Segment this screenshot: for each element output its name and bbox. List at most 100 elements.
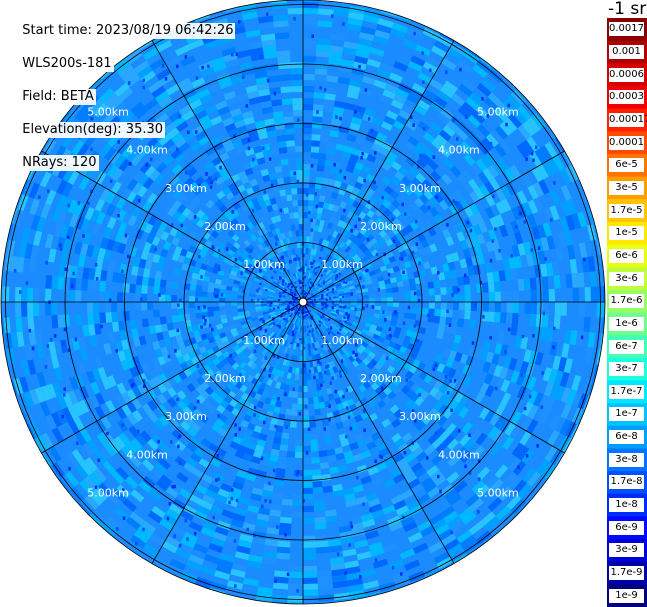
sweep-cell <box>575 330 584 347</box>
sweep-cell <box>142 380 153 392</box>
sweep-cell <box>261 452 271 461</box>
sweep-cell <box>74 464 89 480</box>
sweep-cell <box>106 216 117 229</box>
sweep-gate <box>269 304 272 307</box>
sweep-cell <box>312 360 317 368</box>
sweep-gate <box>385 356 389 361</box>
sweep-cell <box>105 400 116 413</box>
sweep-cell <box>144 165 156 178</box>
sweep-cell <box>270 147 280 156</box>
sweep-cell <box>237 444 248 454</box>
sweep-cell <box>106 271 114 282</box>
sweep-cell <box>45 302 52 316</box>
sweep-cell <box>515 372 526 386</box>
sweep-cell <box>470 428 483 442</box>
sweep-cell <box>303 397 309 404</box>
sweep-cell <box>360 317 367 323</box>
sweep-gate <box>203 305 206 309</box>
sweep-gate <box>306 325 309 328</box>
sweep-gate <box>358 64 361 69</box>
sweep-cell <box>312 348 317 355</box>
sweep-cell <box>153 278 161 287</box>
sweep-cell <box>312 390 319 398</box>
sweep-cell <box>371 431 381 441</box>
sweep-gate <box>314 348 317 351</box>
sweep-cell <box>332 483 343 492</box>
sweep-cell <box>295 319 299 326</box>
sweep-cell <box>271 442 281 451</box>
sweep-gate <box>468 433 471 437</box>
sweep-cell <box>571 273 579 288</box>
sweep-cell <box>303 248 306 255</box>
sweep-cell <box>219 152 230 162</box>
sweep-cell <box>27 424 36 440</box>
sweep-cell <box>266 378 273 387</box>
sweep-cell <box>233 241 241 250</box>
sweep-cell <box>121 391 132 404</box>
sweep-cell <box>167 377 178 387</box>
sweep-cell <box>286 146 296 153</box>
sweep-cell <box>74 431 87 446</box>
sweep-cell <box>10 332 19 348</box>
sweep-cell <box>226 213 236 222</box>
sweep-gate <box>405 378 408 382</box>
sweep-cell <box>545 327 554 342</box>
sweep-cell <box>258 88 271 97</box>
sweep-gate <box>247 146 251 151</box>
sweep-cell <box>267 352 273 360</box>
sweep-gate <box>265 289 268 292</box>
sweep-gate <box>415 242 419 246</box>
sweep-cell <box>542 289 549 302</box>
sweep-cell <box>167 386 177 398</box>
sweep-cell <box>131 265 139 276</box>
sweep-cell <box>61 182 74 198</box>
sweep-gate <box>342 295 345 298</box>
sweep-cell <box>288 275 293 282</box>
sweep-gate <box>540 405 543 409</box>
sweep-cell <box>422 308 429 316</box>
sweep-cell <box>190 452 202 464</box>
colorbar-tick-label: 6e-5 <box>609 158 644 173</box>
sweep-cell <box>535 458 550 475</box>
sweep-gate <box>204 318 207 323</box>
sweep-cell <box>326 448 336 457</box>
sweep-cell <box>494 377 505 390</box>
sweep-cell <box>382 361 391 370</box>
sweep-cell <box>255 76 269 85</box>
sweep-cell <box>555 385 566 401</box>
sweep-cell <box>148 243 158 254</box>
sweep-cell <box>45 189 57 206</box>
sweep-gate <box>459 67 462 72</box>
sweep-gate <box>46 344 50 348</box>
sweep-cell <box>207 483 221 494</box>
sweep-cell <box>433 474 447 487</box>
sweep-cell <box>128 425 140 438</box>
sweep-cell <box>246 359 254 368</box>
sweep-cell <box>101 429 114 444</box>
sweep-cell <box>293 343 297 350</box>
sweep-gate <box>298 269 301 272</box>
sweep-gate <box>364 88 368 92</box>
sweep-cell <box>213 297 220 302</box>
sweep-cell <box>130 534 147 549</box>
sweep-cell <box>130 437 143 451</box>
sweep-cell <box>121 69 138 83</box>
sweep-gate <box>339 299 342 302</box>
sweep-cell <box>565 273 573 289</box>
sweep-cell <box>144 260 153 270</box>
sweep-cell <box>141 189 153 201</box>
sweep-cell <box>271 256 277 264</box>
sweep-cell <box>146 233 156 244</box>
sweep-cell <box>447 454 460 467</box>
sweep-cell <box>266 320 273 325</box>
sweep-cell <box>125 544 140 556</box>
sweep-cell <box>285 188 292 196</box>
sweep-cell <box>303 577 318 584</box>
sweep-cell <box>428 308 435 316</box>
sweep-cell <box>249 272 257 278</box>
sweep-gate <box>298 412 302 416</box>
sweep-cell <box>457 276 465 286</box>
sweep-cell <box>264 371 272 379</box>
sweep-gate <box>62 342 65 346</box>
sweep-cell <box>259 382 267 390</box>
